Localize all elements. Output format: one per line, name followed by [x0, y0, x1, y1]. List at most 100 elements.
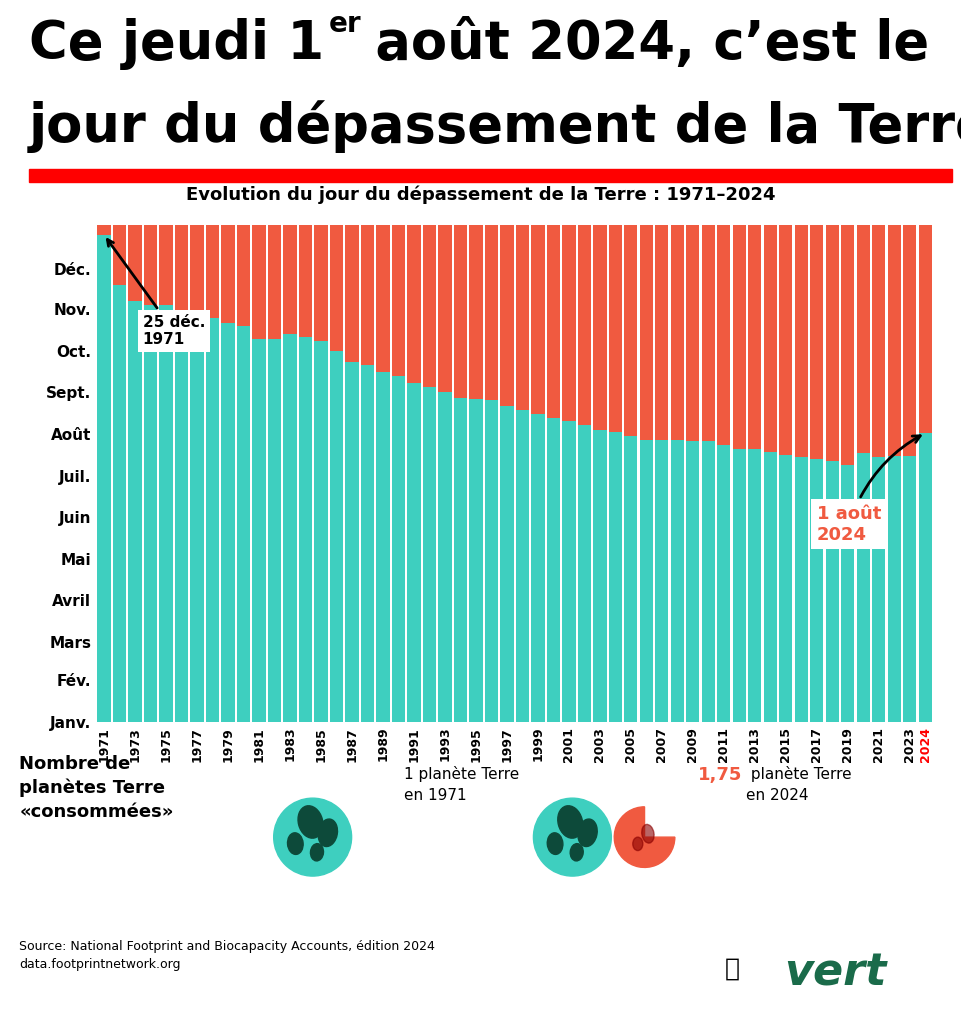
Bar — [856, 225, 869, 454]
Bar — [841, 466, 853, 722]
Bar — [221, 323, 234, 722]
Bar — [778, 225, 792, 455]
Text: planète Terre
en 2024: planète Terre en 2024 — [745, 766, 850, 803]
Bar — [175, 314, 187, 722]
Bar — [546, 225, 559, 418]
Ellipse shape — [547, 833, 562, 854]
Bar — [732, 225, 745, 450]
Bar — [112, 225, 126, 285]
Text: 1,75: 1,75 — [697, 766, 741, 784]
Bar — [515, 225, 529, 410]
Bar — [376, 372, 389, 722]
Bar — [918, 225, 931, 433]
Text: 🌱: 🌱 — [725, 956, 739, 981]
Bar — [29, 169, 951, 182]
Text: er: er — [329, 10, 361, 38]
Bar — [809, 459, 823, 722]
Bar — [407, 225, 420, 383]
Text: Evolution du jour du dépassement de la Terre : 1971–2024: Evolution du jour du dépassement de la T… — [186, 185, 775, 204]
Bar — [144, 305, 157, 722]
Bar — [175, 225, 187, 314]
Bar — [902, 225, 916, 456]
Bar — [314, 225, 327, 341]
Bar — [500, 225, 513, 406]
Bar — [887, 225, 900, 456]
Text: jour du dépassement de la Terre: jour du dépassement de la Terre — [29, 100, 961, 154]
Bar — [763, 225, 776, 452]
Circle shape — [532, 798, 611, 877]
Text: vert: vert — [783, 951, 885, 994]
Text: Nombre de
planètes Terre
«consommées»: Nombre de planètes Terre «consommées» — [19, 755, 174, 821]
Bar — [314, 341, 327, 722]
Bar — [454, 397, 466, 722]
Bar — [438, 392, 451, 722]
Bar — [97, 234, 111, 722]
Bar — [639, 439, 653, 722]
Bar — [360, 365, 374, 722]
Bar — [236, 326, 250, 722]
Bar — [252, 339, 265, 722]
Bar — [654, 225, 668, 439]
Text: Source: National Footprint and Biocapacity Accounts, édition 2024
data.footprint: Source: National Footprint and Biocapaci… — [19, 940, 434, 971]
Bar — [593, 225, 605, 430]
Bar — [778, 455, 792, 722]
Bar — [267, 339, 281, 722]
Bar — [794, 458, 807, 722]
Bar — [500, 406, 513, 722]
Bar — [112, 285, 126, 722]
Bar — [160, 225, 172, 305]
Bar — [825, 225, 838, 462]
Bar — [391, 225, 405, 376]
Bar — [872, 458, 884, 722]
Ellipse shape — [287, 833, 303, 854]
Text: Ce jeudi 1: Ce jeudi 1 — [29, 18, 324, 71]
Bar — [593, 430, 605, 722]
Bar — [206, 317, 219, 722]
Bar — [190, 317, 204, 722]
Bar — [856, 454, 869, 722]
Bar — [144, 225, 157, 305]
Bar — [515, 410, 529, 722]
Bar — [608, 225, 622, 431]
Bar — [530, 225, 544, 414]
Ellipse shape — [310, 844, 323, 861]
Bar — [360, 225, 374, 365]
Bar — [763, 452, 776, 722]
Text: août 2024, c’est le: août 2024, c’est le — [357, 18, 928, 71]
Bar — [345, 362, 358, 722]
Bar — [267, 225, 281, 339]
Bar — [717, 225, 729, 445]
Bar — [190, 225, 204, 317]
Bar — [469, 225, 482, 399]
Ellipse shape — [578, 819, 597, 847]
Bar — [423, 387, 435, 722]
Bar — [608, 431, 622, 722]
Bar — [841, 225, 853, 466]
Bar — [562, 225, 575, 421]
Bar — [918, 433, 931, 722]
Bar — [299, 225, 311, 337]
Text: 25 déc.
1971: 25 déc. 1971 — [108, 240, 205, 347]
Bar — [546, 418, 559, 722]
Bar — [530, 414, 544, 722]
Bar — [887, 456, 900, 722]
Bar — [283, 225, 296, 334]
Bar — [330, 351, 343, 722]
Bar — [654, 439, 668, 722]
Bar — [702, 441, 714, 722]
Bar — [670, 225, 683, 439]
Bar — [345, 225, 358, 362]
Bar — [128, 225, 141, 301]
Bar — [438, 225, 451, 392]
Bar — [717, 445, 729, 722]
Bar — [685, 225, 699, 441]
Ellipse shape — [298, 806, 323, 839]
Bar — [872, 225, 884, 458]
Bar — [160, 305, 172, 722]
Bar — [624, 435, 637, 722]
Bar — [702, 225, 714, 441]
Bar — [794, 225, 807, 458]
Bar — [748, 450, 761, 722]
Bar — [639, 225, 653, 439]
Bar — [330, 225, 343, 351]
